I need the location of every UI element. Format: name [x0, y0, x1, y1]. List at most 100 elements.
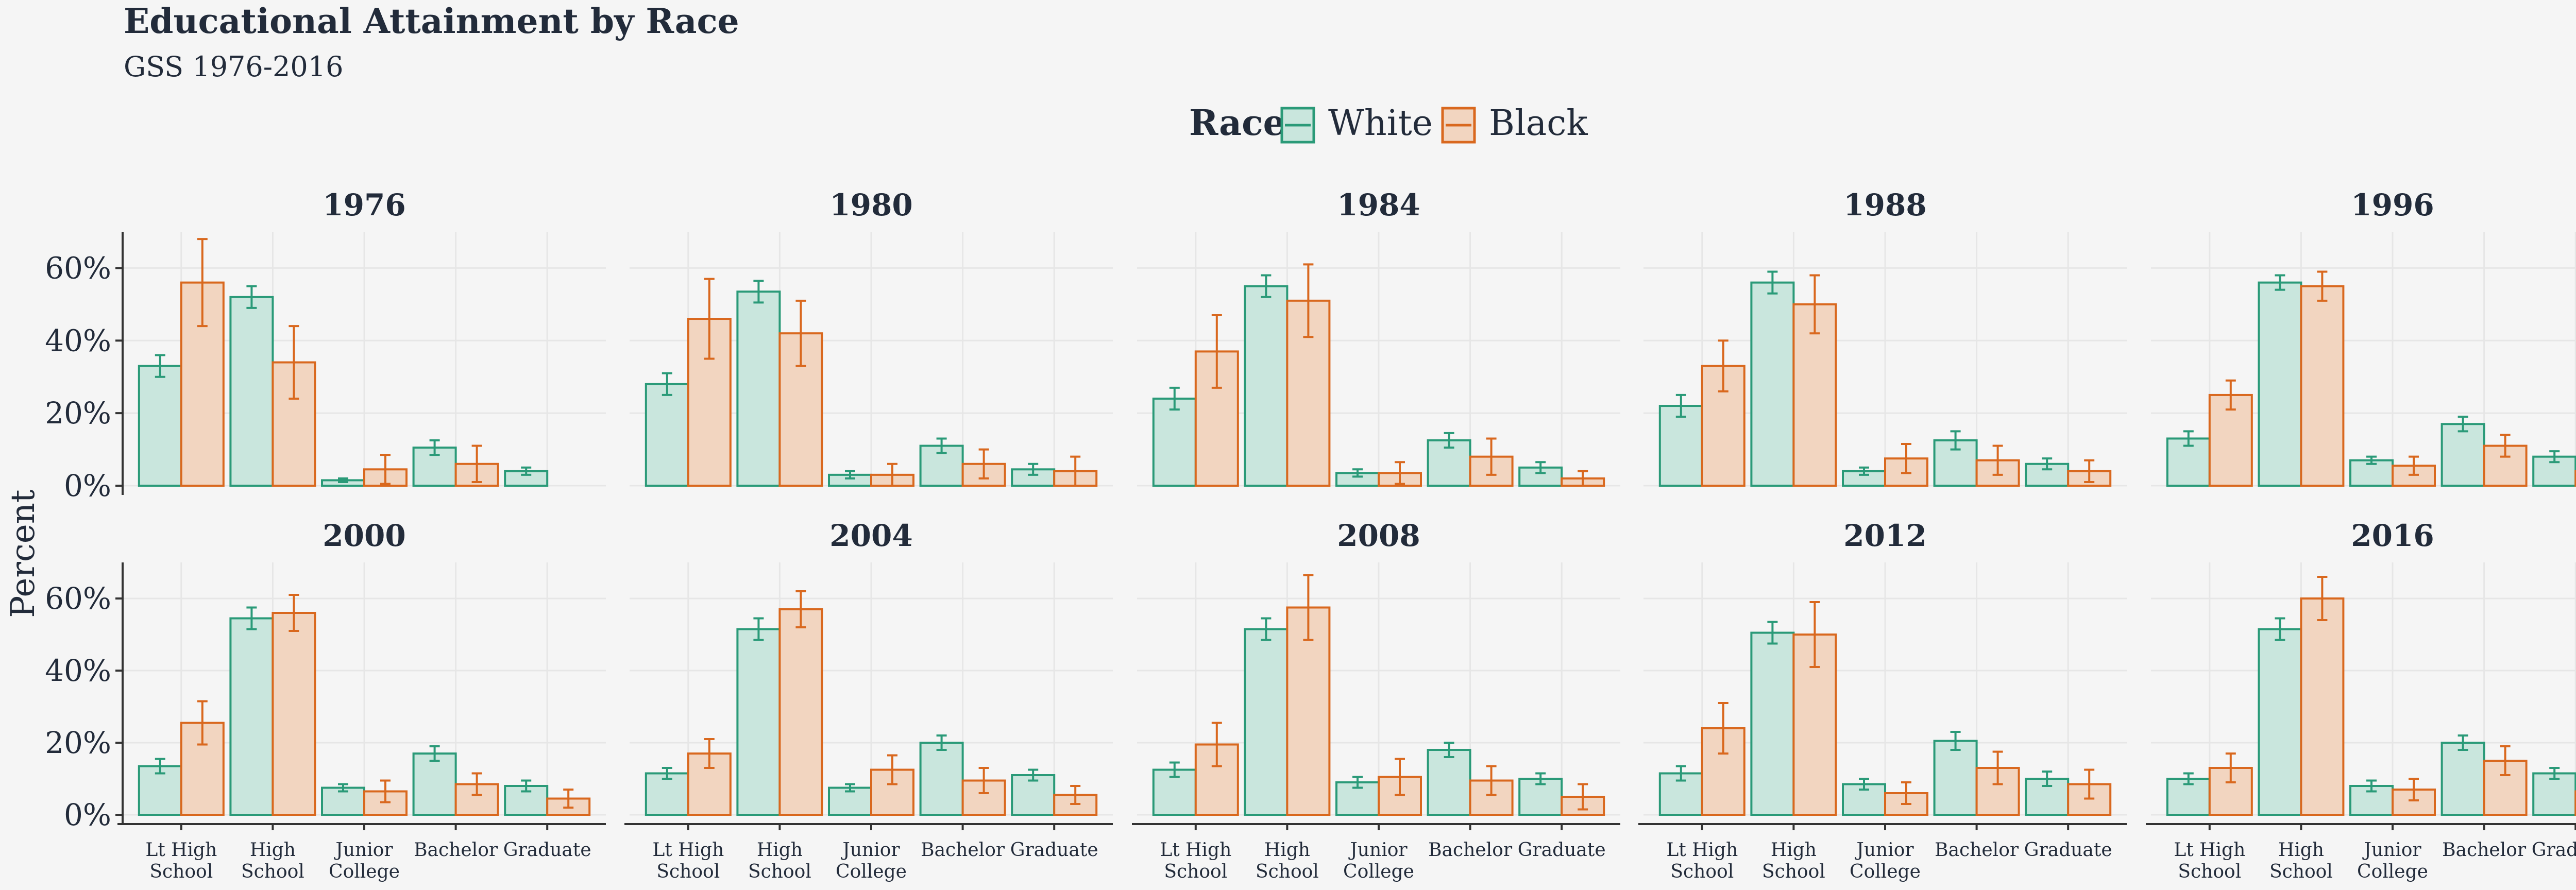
chart-panels: 1976 0% 20% 40% 60% 1980 1984 1988 1996 2000 0% 20%… [45, 187, 2576, 882]
x-tick-label-line: Bachelor [1935, 840, 2019, 861]
x-tick-label-line: High [1771, 840, 1817, 861]
x-tick-label-line: Bachelor [414, 840, 498, 861]
bar-white [736, 628, 781, 816]
panel-1984: 1984 [1137, 187, 1620, 487]
bar-white [1244, 285, 1289, 487]
x-tick-label-line: Graduate [1010, 840, 1098, 861]
x-tick-label: High School [1256, 840, 1319, 882]
bar-white [1750, 631, 1795, 816]
bar-white [138, 365, 182, 487]
y-axis-label: Percent [4, 489, 42, 618]
x-tick-label-line: Lt High [652, 840, 724, 861]
bar-white [412, 752, 457, 816]
y-tick-label: 20% [45, 725, 111, 760]
x-tick-label: Bachelor [1428, 840, 1513, 861]
panel-title: 1984 [1337, 187, 1420, 222]
panel-title: 2008 [1337, 518, 1420, 553]
x-tick-label-line: School [241, 861, 304, 882]
bar-white [1011, 774, 1056, 816]
x-tick-label: Graduate [503, 840, 591, 861]
x-tick-label-line: College [2357, 861, 2428, 882]
legend: Race White Black [1189, 102, 1588, 144]
x-tick-label: Lt High School [1666, 840, 1738, 882]
bar-white [919, 742, 964, 816]
panel-1980: 1980 [630, 187, 1113, 487]
x-tick-label-line: School [2178, 861, 2241, 882]
panel-1976: 1976 0% 20% 40% 60% [45, 187, 606, 503]
x-tick-label-line: Lt High [2174, 840, 2245, 861]
chart-title: Educational Attainment by Race [124, 1, 739, 41]
x-tick-label-line: College [836, 861, 907, 882]
bar-white [2258, 628, 2302, 816]
x-tick-label: Lt High School [2174, 840, 2245, 882]
x-tick-label: Graduate [1518, 840, 1606, 861]
bar-white [2258, 281, 2302, 487]
panel-title: 2000 [323, 518, 405, 553]
bar-white [229, 296, 274, 487]
x-tick-label-line: High [1264, 840, 1310, 861]
x-tick-label-line: School [748, 861, 811, 882]
x-tick-label-line: College [1850, 861, 1921, 882]
bar-white [1427, 749, 1471, 816]
x-tick-label-line: High [2278, 840, 2324, 861]
panel-title: 1996 [2351, 187, 2434, 222]
x-tick-label-line: Graduate [1518, 840, 1606, 861]
x-tick-label-line: Junior [333, 840, 393, 861]
bar-white [2441, 742, 2485, 816]
x-tick-label-line: College [1343, 861, 1414, 882]
bar-black [778, 608, 823, 816]
x-tick-label-line: Graduate [2532, 840, 2576, 861]
panel-title: 1988 [1843, 187, 1926, 222]
x-tick-label-line: School [149, 861, 213, 882]
x-tick-label: Lt High School [145, 840, 217, 882]
panel-2016: 2016 Lt High School High School Junior College… [2146, 518, 2576, 882]
bar-white [1658, 405, 1703, 487]
x-tick-label: Bachelor [1935, 840, 2019, 861]
panel-title: 2016 [2351, 518, 2434, 553]
x-tick-label-line: School [1762, 861, 1825, 882]
x-tick-label-line: School [1670, 861, 1734, 882]
x-tick-label-line: College [329, 861, 400, 882]
panel-title: 2004 [829, 518, 912, 553]
x-tick-label: Junior College [836, 840, 907, 882]
bar-white [2441, 423, 2485, 487]
x-tick-label: Bachelor [921, 840, 1005, 861]
bar-black [2300, 597, 2345, 816]
y-tick-label: 0% [64, 468, 111, 503]
x-tick-label: Graduate [2532, 840, 2576, 861]
bar-white [229, 617, 274, 816]
panel-title: 2012 [1843, 518, 1926, 553]
bar-white [1750, 281, 1795, 487]
x-tick-label: Lt High School [1160, 840, 1231, 882]
x-tick-label-line: Junior [2362, 840, 2421, 861]
bar-black [272, 612, 316, 816]
bar-white [1933, 740, 1978, 816]
x-tick-label: Junior College [1343, 840, 1414, 882]
y-tick-label: 20% [45, 396, 111, 431]
bar-black [2300, 285, 2345, 487]
x-tick-label-line: Junior [1854, 840, 1914, 861]
x-tick-label: Junior College [329, 840, 400, 882]
x-tick-label-line: Lt High [1160, 840, 1231, 861]
x-tick-label: Graduate [1010, 840, 1098, 861]
x-tick-label-line: High [250, 840, 296, 861]
chart-subtitle: GSS 1976-2016 [124, 50, 343, 83]
x-tick-label-line: Junior [1348, 840, 1408, 861]
x-tick-label-line: Bachelor [1428, 840, 1513, 861]
x-tick-label-line: Graduate [2024, 840, 2112, 861]
x-tick-label: Bachelor [414, 840, 498, 861]
legend-label-white: White [1328, 103, 1433, 144]
legend-label-black: Black [1489, 103, 1588, 144]
bar-white [736, 290, 781, 487]
x-tick-label-line: School [1164, 861, 1227, 882]
panel-1988: 1988 [1643, 187, 2127, 487]
bar-black [2208, 767, 2253, 816]
panel-title: 1980 [829, 187, 912, 222]
y-tick-label: 60% [45, 581, 111, 616]
legend-title: Race [1189, 102, 1285, 144]
y-tick-label: 40% [45, 323, 111, 358]
